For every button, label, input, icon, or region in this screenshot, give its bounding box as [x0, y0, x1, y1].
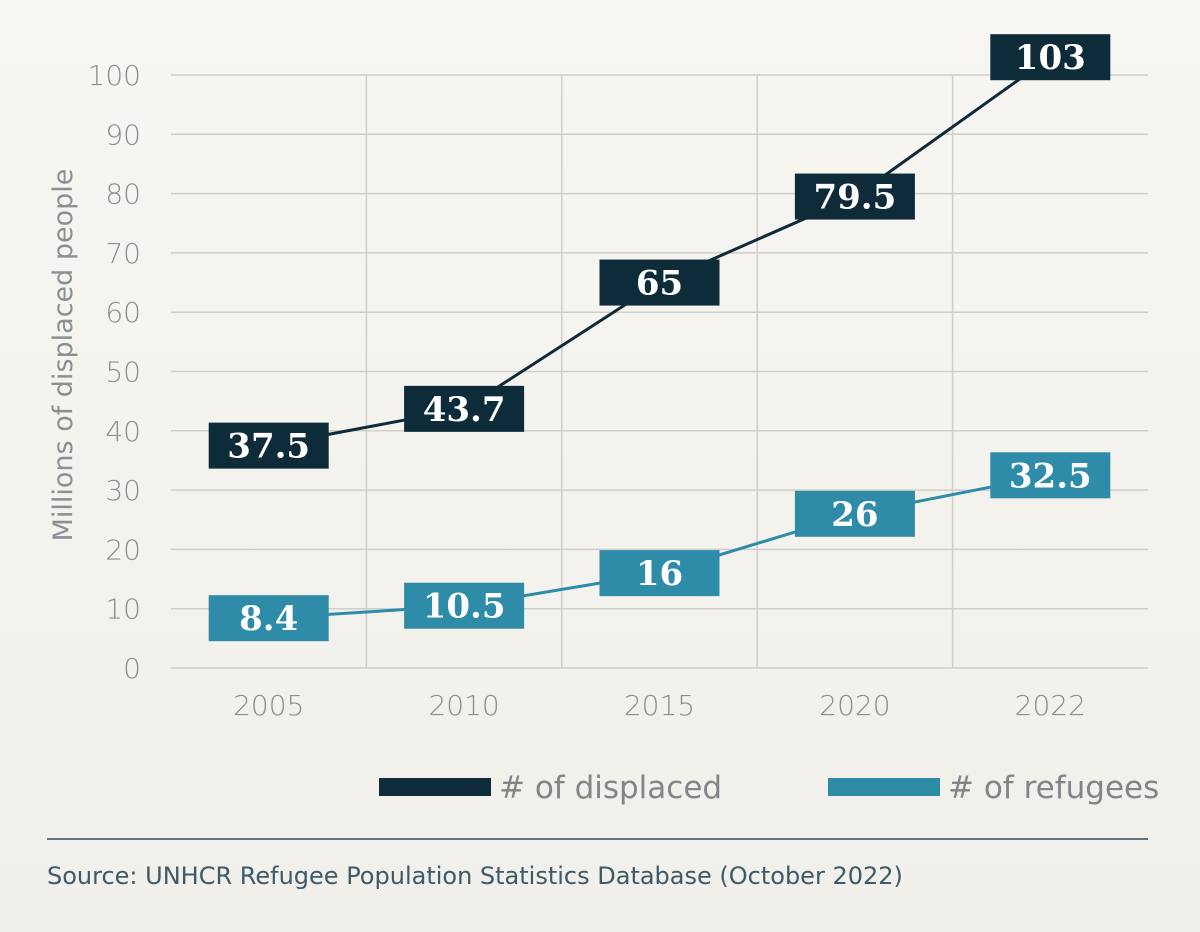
y-tick-label: 20 — [105, 533, 141, 566]
series-line — [268, 55, 1052, 448]
data-label: 43.7 — [423, 390, 506, 430]
data-point-box — [208, 595, 329, 642]
source-note: Source: UNHCR Refugee Population Statist… — [47, 862, 903, 890]
y-axis-title: Millions of displaced people — [48, 169, 79, 542]
data-point-box — [208, 422, 329, 469]
data-point-box — [404, 582, 525, 629]
legend-label: # of displaced — [499, 770, 722, 806]
y-tick-label: 10 — [105, 593, 141, 626]
y-tick-label: 100 — [88, 59, 141, 92]
data-point-box — [990, 452, 1111, 499]
x-tick-label: 2022 — [1015, 689, 1086, 722]
y-tick-label: 50 — [105, 356, 141, 389]
data-label: 8.4 — [239, 599, 298, 639]
y-tick-label: 70 — [105, 237, 141, 270]
data-label: 26 — [831, 495, 878, 535]
x-tick-label: 2015 — [624, 689, 695, 722]
data-label: 10.5 — [423, 587, 506, 627]
data-label: 37.5 — [227, 427, 310, 467]
data-label: 79.5 — [813, 178, 896, 218]
x-tick-label: 2010 — [428, 689, 499, 722]
data-label: 103 — [1015, 38, 1086, 78]
y-tick-label: 60 — [105, 296, 141, 329]
y-tick-label: 90 — [105, 118, 141, 151]
y-tick-label: 0 — [123, 652, 141, 685]
legend-label: # of refugees — [948, 770, 1159, 806]
data-point-box — [794, 173, 915, 220]
data-label: 16 — [636, 554, 683, 594]
y-axis-ticks: 0 10 20 30 40 50 60 70 80 90 100 — [88, 59, 141, 685]
data-label: 32.5 — [1009, 456, 1092, 496]
series-line — [268, 473, 1051, 620]
series-0: 37.5 43.7 65 79.5 103 — [208, 34, 1111, 469]
x-tick-label: 2020 — [819, 689, 890, 722]
legend-swatch — [379, 778, 491, 796]
y-tick-label: 80 — [105, 178, 141, 211]
y-tick-label: 40 — [105, 415, 141, 448]
data-point-box — [599, 259, 720, 306]
series: 37.5 43.7 65 79.5 103 8.4 10.5 16 26 32.5 — [208, 34, 1111, 642]
y-tick-label: 30 — [105, 474, 141, 507]
x-axis-ticks: 2005 2010 2015 2020 2022 — [233, 689, 1086, 722]
series-1: 8.4 10.5 16 26 32.5 — [208, 452, 1111, 642]
data-label: 65 — [636, 264, 683, 304]
legend: # of displaced # of refugees — [379, 770, 1159, 806]
data-point-box — [990, 34, 1111, 81]
legend-swatch — [828, 778, 940, 796]
x-tick-label: 2005 — [233, 689, 304, 722]
data-point-box — [404, 385, 525, 432]
data-point-box — [794, 490, 915, 537]
gridlines — [171, 74, 1148, 669]
data-point-box — [599, 550, 720, 597]
